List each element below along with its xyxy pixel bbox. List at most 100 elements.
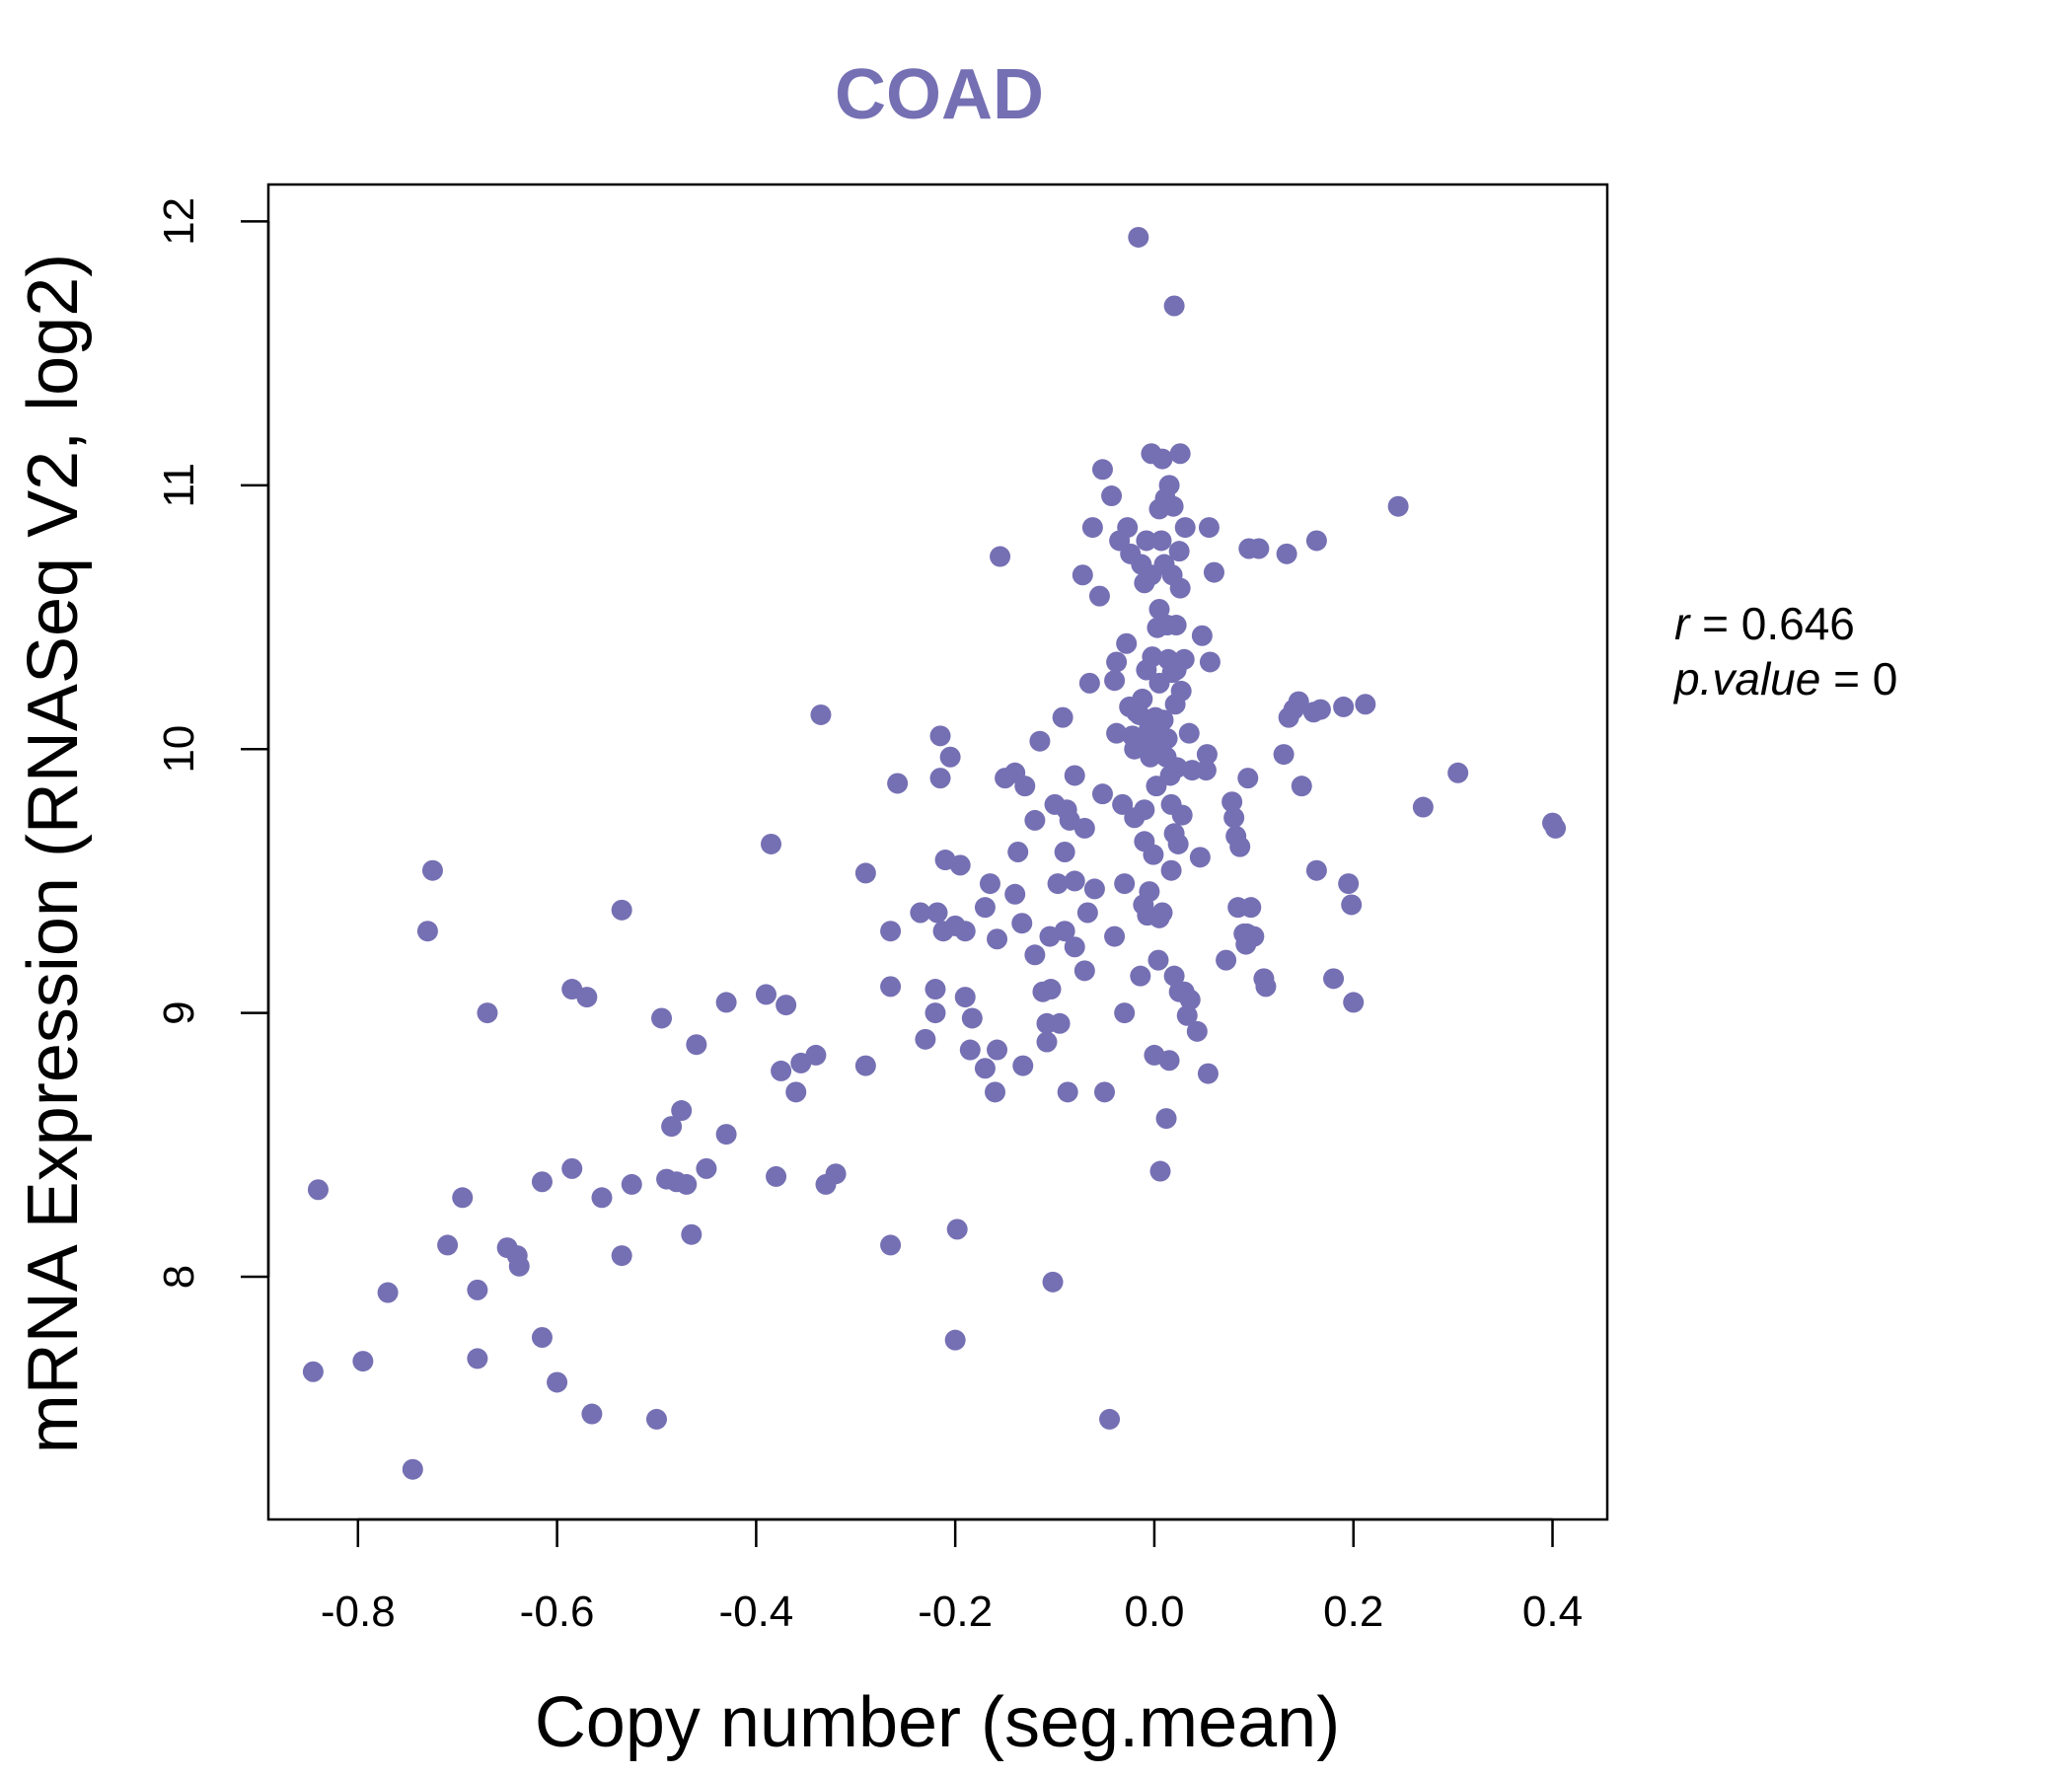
data-points [302,226,1567,1480]
data-point [1178,722,1200,744]
data-point [854,862,876,884]
data-point [1288,691,1309,712]
data-point [531,1171,553,1193]
data-point [974,1058,996,1079]
data-point [402,1458,423,1480]
data-point [1199,651,1221,673]
x-tick-label: -0.8 [321,1588,396,1636]
data-point [477,1002,498,1024]
data-point [1176,1004,1198,1026]
data-point [1197,1063,1219,1084]
data-point [954,921,976,942]
data-point [990,546,1011,567]
data-point [1014,776,1036,797]
data-point [987,1039,1008,1061]
data-point [810,703,832,725]
data-point [1168,541,1190,562]
data-point [1072,564,1093,586]
data-point [1064,765,1085,786]
data-point [1223,807,1245,829]
data-point [467,1279,488,1300]
data-point [880,921,902,942]
data-point [1412,796,1434,818]
data-point [1136,530,1157,552]
data-point [1049,1012,1071,1034]
p-annotation: p.value = 0 [1672,653,1897,704]
data-point [1024,809,1046,831]
data-point [661,1116,683,1138]
data-point [755,984,777,1005]
data-point [1088,585,1110,607]
data-point [1073,817,1095,839]
data-point [1155,1108,1177,1130]
data-point [1355,694,1376,715]
data-point [1255,976,1277,998]
data-point [1276,543,1297,564]
data-point [1156,728,1178,750]
data-point [1305,859,1327,881]
data-point [696,1157,717,1179]
data-point [776,995,797,1016]
data-point [591,1187,613,1209]
data-point [1104,925,1126,947]
p-label: p.value [1672,653,1820,704]
data-point [854,1055,876,1076]
data-point [880,1234,902,1256]
y-axis: 8 9 10 11 12 [155,197,270,1289]
data-point [1106,722,1128,744]
data-point [1047,873,1069,895]
data-point [1076,902,1098,924]
data-point [1106,651,1128,673]
y-tick-label: 9 [155,1000,203,1024]
data-point [1116,632,1138,654]
data-point [1139,881,1160,903]
data-point [959,1039,981,1061]
data-point [715,992,737,1013]
data-point [1012,1055,1034,1076]
data-point [1150,530,1172,552]
data-point [1198,517,1220,539]
data-point [508,1255,530,1277]
chart-title: COAD [835,55,1044,134]
data-point [1064,870,1085,892]
data-point [929,725,951,747]
data-point [939,746,961,768]
data-point [1149,1160,1171,1182]
data-point [1073,960,1095,982]
data-point [1057,1081,1078,1103]
r-label: r [1674,598,1691,649]
data-point [1174,517,1196,539]
data-point [1170,680,1192,702]
data-point [1143,844,1164,865]
data-point [1040,979,1062,1000]
r-annotation: r = 0.646 [1674,598,1855,649]
data-point [1165,615,1187,636]
data-point [547,1371,568,1393]
data-point [1243,925,1265,947]
data-point [651,1007,673,1029]
x-tick-label: -0.6 [520,1588,595,1636]
data-point [1162,495,1184,517]
data-point [681,1223,703,1245]
data-point [825,1163,847,1185]
r-equals: = [1689,598,1740,649]
data-point [1173,648,1195,670]
data-point [1216,949,1237,971]
data-point [1091,783,1113,805]
data-point [1052,706,1073,728]
data-point [531,1327,553,1348]
y-tick-label: 8 [155,1265,203,1289]
data-point [1130,965,1151,987]
data-point [1093,1081,1115,1103]
y-axis-title: mRNA Expression (RNASeq V2, log2) [14,254,93,1453]
data-point [1291,776,1312,797]
data-point [1036,1031,1058,1053]
data-point [1081,517,1103,539]
data-point [1117,517,1139,539]
x-tick-label: -0.2 [918,1588,993,1636]
data-point [1151,902,1173,924]
data-point [1148,599,1170,620]
data-point [985,1081,1006,1103]
data-point [1011,913,1033,934]
